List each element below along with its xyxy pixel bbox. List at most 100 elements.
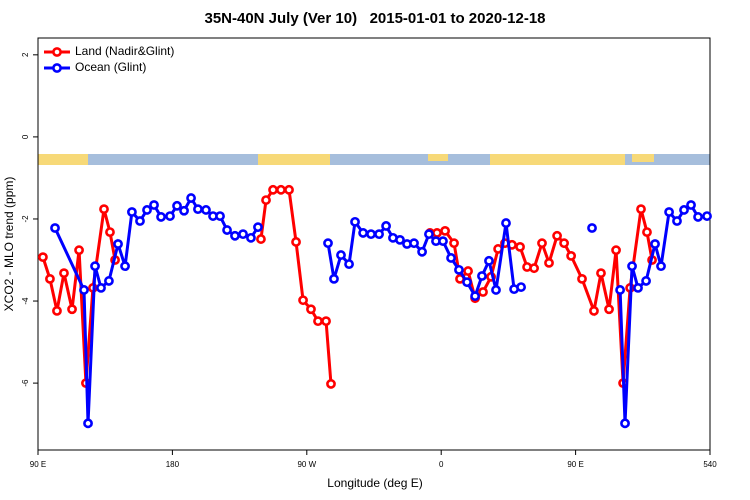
data-point: [656, 261, 666, 272]
data-point: [515, 241, 525, 252]
data-point: [230, 230, 240, 241]
series-line: [41, 208, 117, 384]
data-point: [463, 266, 473, 276]
data-point: [113, 239, 123, 249]
data-point: [491, 285, 501, 295]
legend-marker: [52, 63, 62, 73]
x-axis-label: Longitude (deg E): [327, 476, 422, 490]
data-point: [529, 263, 539, 274]
x-tick-label: 0: [439, 460, 444, 469]
data-point: [99, 204, 109, 215]
data-point: [611, 245, 621, 256]
data-point: [268, 184, 278, 195]
data-point: [276, 184, 286, 195]
data-point: [83, 418, 93, 429]
data-point: [462, 277, 472, 288]
data-point: [261, 195, 271, 205]
data-point: [501, 218, 511, 228]
data-point: [96, 283, 106, 293]
data-point: [222, 225, 232, 235]
data-point: [596, 268, 606, 279]
data-point: [313, 316, 323, 327]
data-point: [135, 216, 145, 226]
data-point: [50, 223, 60, 233]
data-point: [253, 222, 263, 233]
map-strip: [38, 154, 710, 165]
legend-marker: [52, 47, 62, 57]
data-point: [566, 251, 577, 261]
data-point: [484, 255, 494, 266]
data-point: [374, 229, 384, 240]
data-point: [449, 238, 459, 249]
data-point: [246, 232, 256, 243]
data-point: [120, 261, 130, 272]
data-point: [446, 253, 456, 263]
series-line: [430, 208, 654, 384]
series-line: [259, 188, 333, 385]
data-point: [642, 227, 652, 237]
data-point: [552, 230, 562, 241]
data-point: [165, 211, 175, 221]
data-point: [104, 276, 114, 286]
data-point: [559, 238, 570, 249]
data-point: [438, 236, 448, 247]
data-point: [672, 216, 682, 226]
series-line: [618, 202, 708, 424]
data-point: [381, 221, 391, 231]
data-point: [329, 273, 339, 284]
data-point: [627, 261, 637, 272]
data-point: [238, 229, 248, 240]
data-point: [633, 283, 643, 293]
data-point: [323, 238, 333, 249]
x-tick-label: 540: [703, 460, 717, 469]
x-tick-label: 90 W: [297, 460, 316, 469]
data-point: [693, 212, 703, 222]
chart-title: 35N-40N July (Ver 10) 2015-01-01 to 2020…: [204, 10, 545, 27]
data-point: [215, 211, 225, 221]
data-point: [179, 205, 189, 216]
data-point: [702, 211, 712, 221]
data-point: [321, 316, 331, 327]
data-point: [477, 271, 487, 281]
data-point: [142, 205, 152, 215]
data-point: [537, 238, 547, 249]
data-point: [409, 238, 419, 249]
data-point: [395, 234, 405, 245]
data-point: [45, 273, 55, 284]
plot-frame: [37, 37, 711, 451]
data-point: [620, 418, 630, 429]
data-point: [358, 228, 368, 238]
data-point: [67, 304, 77, 315]
legend-label: Land (Nadir&Glint): [75, 44, 174, 58]
data-point: [52, 305, 62, 316]
data-point: [90, 261, 100, 272]
data-point: [105, 227, 115, 237]
data-point: [256, 234, 266, 244]
data-point: [79, 285, 89, 295]
data-point: [336, 250, 346, 260]
data-point: [366, 229, 376, 240]
data-point: [664, 207, 674, 217]
data-point: [478, 287, 488, 297]
data-point: [454, 264, 464, 275]
data-point: [326, 379, 336, 389]
data-point: [424, 229, 434, 240]
y-axis-label: XCO2 - MLO trend (ppm): [2, 177, 16, 312]
data-point: [417, 246, 427, 257]
data-point: [650, 239, 660, 249]
data-point: [604, 304, 614, 315]
data-point: [440, 225, 450, 236]
data-point: [641, 276, 651, 286]
data-point: [686, 200, 696, 210]
data-point: [284, 184, 294, 195]
data-point: [291, 237, 301, 247]
x-tick-label: 180: [166, 460, 180, 469]
y-tick-label: -2: [21, 215, 30, 223]
data-point: [306, 304, 316, 315]
data-point: [172, 200, 182, 211]
data-point: [577, 273, 587, 284]
y-tick-label: -4: [21, 297, 30, 305]
data-point: [298, 295, 308, 306]
data-point: [470, 291, 480, 302]
